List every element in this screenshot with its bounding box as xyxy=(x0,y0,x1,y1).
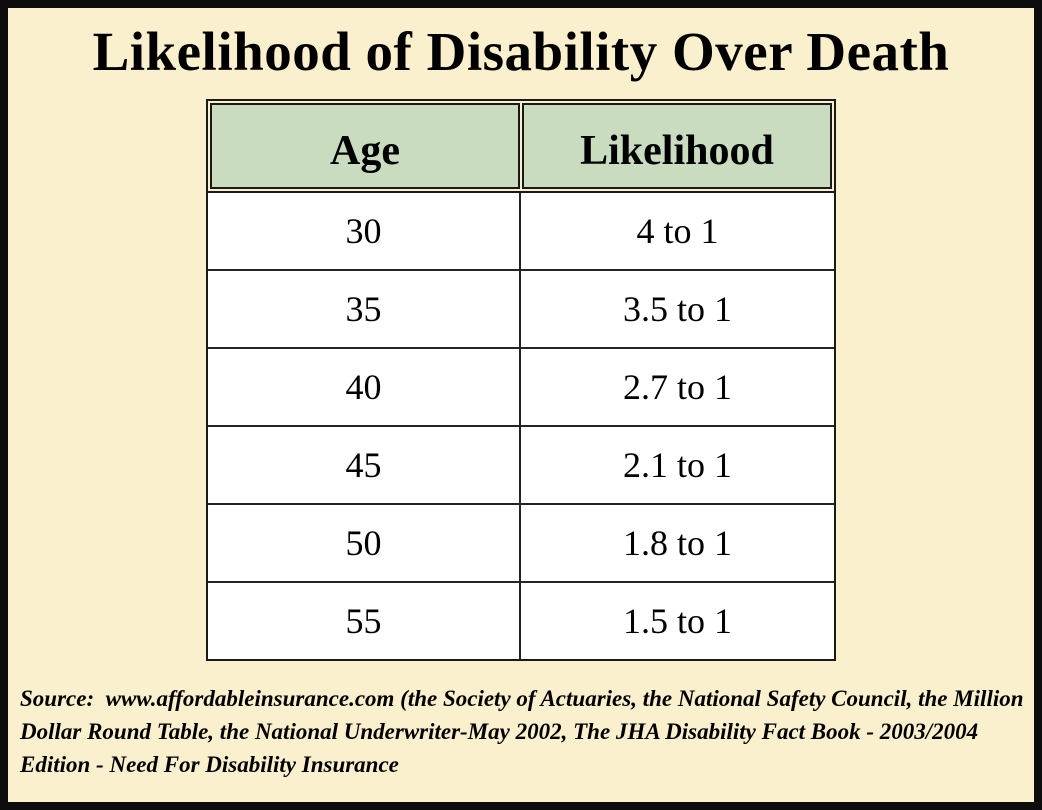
disability-table: Age Likelihood 30 4 to 1 35 3.5 to 1 40 2.7 t… xyxy=(206,99,836,662)
age-cell: 50 xyxy=(208,505,521,582)
likelihood-cell: 4 to 1 xyxy=(521,193,834,270)
table-row: 35 3.5 to 1 xyxy=(208,271,834,350)
age-cell: 30 xyxy=(208,193,521,270)
age-cell: 55 xyxy=(208,583,521,660)
age-cell: 40 xyxy=(208,349,521,426)
column-header-age: Age xyxy=(210,103,520,190)
likelihood-cell: 2.7 to 1 xyxy=(521,349,834,426)
table-row: 30 4 to 1 xyxy=(208,193,834,272)
page-title: Likelihood of Disability Over Death xyxy=(92,21,950,82)
table-body: 30 4 to 1 35 3.5 to 1 40 2.7 to 1 45 2.1 to 1 50… xyxy=(206,193,836,662)
table-row: 45 2.1 to 1 xyxy=(208,427,834,506)
column-header-likelihood: Likelihood xyxy=(522,103,832,190)
table-row: 50 1.8 to 1 xyxy=(208,505,834,584)
likelihood-cell: 3.5 to 1 xyxy=(521,271,834,348)
likelihood-cell: 1.5 to 1 xyxy=(521,583,834,660)
table-row: 40 2.7 to 1 xyxy=(208,349,834,428)
likelihood-cell: 2.1 to 1 xyxy=(521,427,834,504)
age-cell: 45 xyxy=(208,427,521,504)
table-header-row: Age Likelihood xyxy=(206,99,836,194)
table-row: 55 1.5 to 1 xyxy=(208,583,834,660)
likelihood-cell: 1.8 to 1 xyxy=(521,505,834,582)
age-cell: 35 xyxy=(208,271,521,348)
source-citation: Source: www.affordableinsurance.com (the… xyxy=(20,686,1030,777)
